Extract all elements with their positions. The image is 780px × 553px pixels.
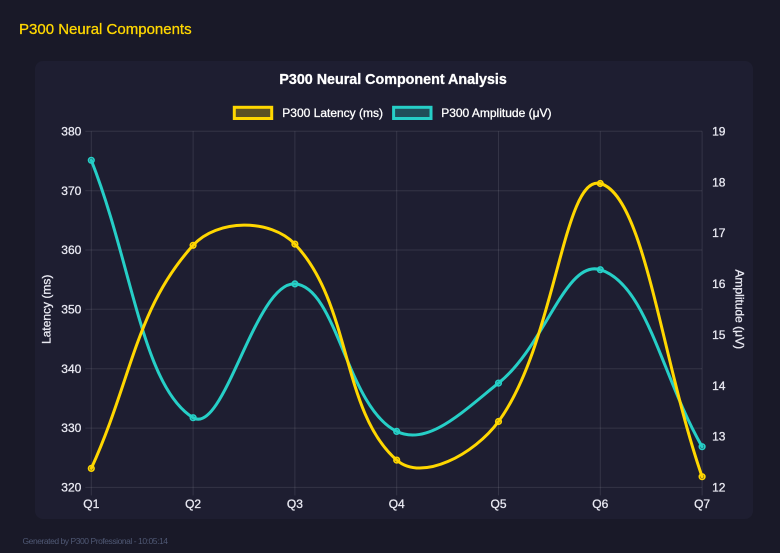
svg-text:P300 Latency (ms): P300 Latency (ms) <box>282 106 383 120</box>
svg-text:Q4: Q4 <box>389 497 405 511</box>
svg-text:12: 12 <box>712 481 726 495</box>
svg-text:320: 320 <box>61 481 81 495</box>
svg-text:P300 Neural Component Analysis: P300 Neural Component Analysis <box>279 72 507 88</box>
svg-text:17: 17 <box>712 226 726 240</box>
svg-text:13: 13 <box>712 430 726 444</box>
svg-text:Q7: Q7 <box>694 497 710 511</box>
svg-text:330: 330 <box>61 421 81 435</box>
svg-text:370: 370 <box>61 184 81 198</box>
svg-text:Q5: Q5 <box>490 497 506 511</box>
svg-text:Q2: Q2 <box>185 497 201 511</box>
svg-text:Amplitude (μV): Amplitude (μV) <box>733 269 747 349</box>
svg-text:Q1: Q1 <box>83 497 99 511</box>
svg-text:340: 340 <box>61 362 81 376</box>
svg-text:Latency (ms): Latency (ms) <box>39 275 53 344</box>
svg-text:15: 15 <box>712 328 726 342</box>
svg-text:P300 Amplitude (μV): P300 Amplitude (μV) <box>441 106 551 120</box>
svg-text:14: 14 <box>712 379 726 393</box>
svg-text:18: 18 <box>712 175 726 189</box>
svg-text:380: 380 <box>61 125 81 139</box>
svg-text:360: 360 <box>61 243 81 257</box>
svg-text:Q3: Q3 <box>287 497 303 511</box>
svg-text:19: 19 <box>712 125 726 139</box>
svg-text:16: 16 <box>712 277 726 291</box>
svg-text:Q6: Q6 <box>592 497 608 511</box>
svg-text:350: 350 <box>61 303 81 317</box>
